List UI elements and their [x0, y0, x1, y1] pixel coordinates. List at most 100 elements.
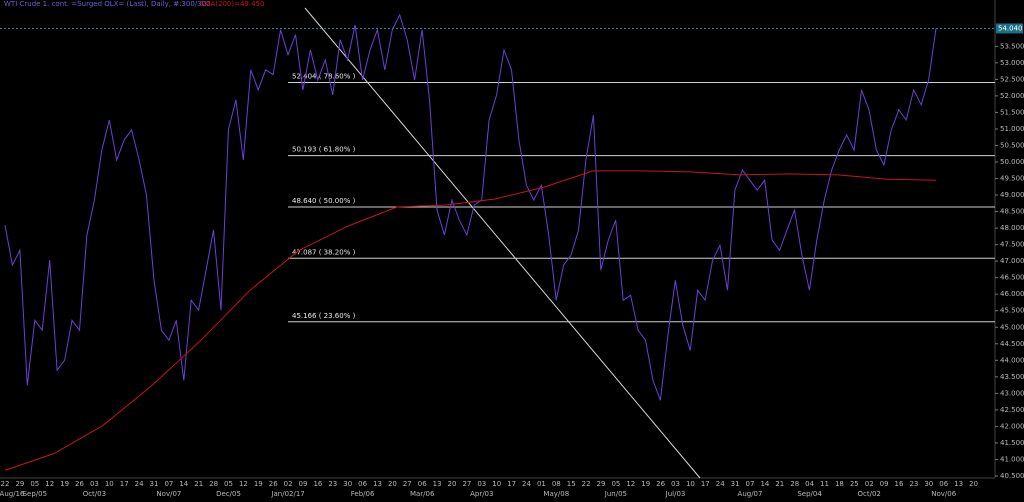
x-tick-label: 15: [567, 480, 576, 488]
y-tick-label: 47.000: [1000, 257, 1024, 265]
fib-level-label: 48.640 ( 50.00% ): [292, 197, 356, 205]
x-tick-label: 05: [611, 480, 620, 488]
y-tick-label: 48.500: [1000, 208, 1024, 216]
x-tick-label: 10: [105, 480, 114, 488]
y-tick-label: 49.500: [1000, 175, 1024, 183]
x-tick-label: 06: [418, 480, 427, 488]
x-tick-label: 16: [313, 480, 322, 488]
x-month-label: Jun/05: [604, 490, 627, 498]
x-tick-label: 31: [150, 480, 159, 488]
x-tick-label: 17: [701, 480, 710, 488]
x-tick-label: 09: [299, 480, 308, 488]
x-tick-label: 01: [537, 480, 546, 488]
y-tick-label: 48.000: [1000, 224, 1024, 232]
x-tick-label: 16: [895, 480, 904, 488]
x-tick-label: 12: [45, 480, 54, 488]
x-tick-label: 02: [284, 480, 293, 488]
x-tick-label: 05: [224, 480, 233, 488]
fib-level-label: 50.193 ( 61.80% ): [292, 146, 356, 154]
trend-line: [304, 7, 701, 479]
y-tick-label: 41.500: [1000, 439, 1024, 447]
x-month-label: Aug/07: [738, 490, 763, 498]
y-tick-label: 41.000: [1000, 455, 1024, 463]
x-tick-label: 20: [969, 480, 978, 488]
last-price-label: 54.040: [998, 24, 1023, 32]
x-tick-label: 17: [120, 480, 129, 488]
y-tick-label: 53.500: [1000, 42, 1024, 50]
x-tick-label: 12: [239, 480, 248, 488]
x-month-label: Aug/16: [0, 490, 25, 498]
x-tick-label: 28: [209, 480, 218, 488]
x-tick-label: 03: [671, 480, 680, 488]
x-tick-label: 18: [835, 480, 844, 488]
x-tick-label: 21: [194, 480, 203, 488]
x-tick-label: 07: [746, 480, 755, 488]
x-tick-label: 21: [775, 480, 784, 488]
x-tick-label: 03: [90, 480, 99, 488]
y-tick-label: 45.000: [1000, 323, 1024, 331]
x-month-label: Mar/06: [410, 490, 435, 498]
x-month-label: Nov/07: [156, 490, 181, 498]
price-line: [4, 170, 937, 471]
y-tick-label: 46.500: [1000, 274, 1024, 282]
x-month-label: Jul/03: [665, 490, 686, 498]
x-month-label: Sep/05: [23, 490, 47, 498]
y-tick-label: 42.000: [1000, 422, 1024, 430]
x-tick-label: 19: [60, 480, 69, 488]
y-tick-label: 50.500: [1000, 141, 1024, 149]
y-tick-label: 51.000: [1000, 125, 1024, 133]
x-month-label: Sep/04: [797, 490, 822, 498]
x-tick-label: 26: [656, 480, 665, 488]
x-tick-label: 20: [448, 480, 457, 488]
x-tick-label: 10: [492, 480, 501, 488]
x-tick-label: 06: [939, 480, 948, 488]
y-tick-label: 42.500: [1000, 406, 1024, 414]
x-tick-label: 13: [373, 480, 382, 488]
x-tick-label: 31: [731, 480, 740, 488]
last-price-box: [996, 23, 1023, 34]
x-tick-label: 13: [433, 480, 442, 488]
y-tick-label: 52.500: [1000, 75, 1024, 83]
y-tick-label: 50.000: [1000, 158, 1024, 166]
fib-level-label: 45.166 ( 23.60% ): [292, 312, 356, 320]
x-tick-label: 14: [760, 480, 769, 488]
x-month-label: Oct/02: [858, 490, 881, 498]
y-tick-label: 53.000: [1000, 59, 1024, 67]
y-tick-label: 51.500: [1000, 108, 1024, 116]
x-tick-label: 05: [30, 480, 39, 488]
y-tick-label: 46.000: [1000, 290, 1024, 298]
x-tick-label: 29: [15, 480, 24, 488]
x-tick-label: 14: [179, 480, 188, 488]
x-tick-label: 17: [507, 480, 516, 488]
x-tick-label: 24: [522, 480, 531, 488]
y-tick-label: 40.500: [1000, 472, 1024, 480]
y-tick-label: 45.500: [1000, 307, 1024, 315]
x-tick-label: 26: [269, 480, 278, 488]
y-tick-label: 43.000: [1000, 389, 1024, 397]
y-tick-label: 49.000: [1000, 191, 1024, 199]
x-tick-label: 19: [641, 480, 650, 488]
fib-level-label: 52.404 ( 78.60% ): [292, 73, 356, 81]
chart-subtitle: SMA(200)=49.450: [200, 0, 264, 8]
x-month-label: Nov/06: [931, 490, 956, 498]
x-tick-label: 13: [954, 480, 963, 488]
x-tick-label: 19: [254, 480, 263, 488]
x-tick-label: 30: [343, 480, 352, 488]
x-tick-label: 30: [924, 480, 933, 488]
y-tick-label: 47.500: [1000, 241, 1024, 249]
x-tick-label: 27: [462, 480, 471, 488]
x-tick-label: 04: [805, 480, 814, 488]
x-tick-label: 02: [865, 480, 874, 488]
x-tick-label: 24: [716, 480, 725, 488]
x-tick-label: 22: [1, 480, 10, 488]
fib-level-label: 47.087 ( 38.20% ): [292, 248, 356, 256]
y-tick-label: 52.000: [1000, 92, 1024, 100]
price-line: [4, 13, 937, 401]
x-tick-label: 23: [909, 480, 918, 488]
x-month-label: Feb/06: [351, 490, 375, 498]
x-tick-label: 12: [626, 480, 635, 488]
x-tick-label: 23: [328, 480, 337, 488]
x-tick-label: 29: [597, 480, 606, 488]
x-tick-label: 09: [880, 480, 889, 488]
x-tick-label: 24: [135, 480, 144, 488]
